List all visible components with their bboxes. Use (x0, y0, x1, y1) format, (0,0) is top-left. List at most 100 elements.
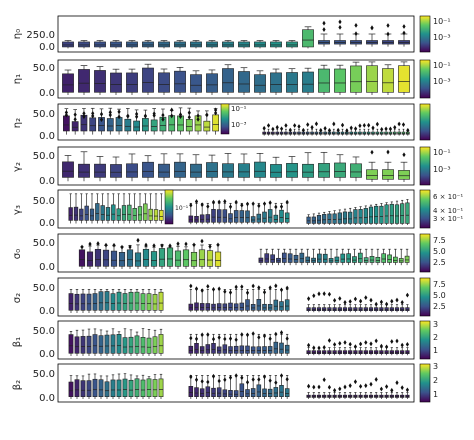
box (327, 213, 332, 224)
outlier-marker (251, 331, 255, 337)
outlier-marker (268, 200, 272, 206)
box (381, 253, 387, 263)
outlier-marker (245, 332, 250, 338)
box (348, 211, 353, 224)
box (94, 248, 102, 267)
outlier-marker (234, 337, 238, 343)
box (146, 293, 152, 311)
outlier-marker (317, 384, 321, 390)
outlier-marker (402, 152, 406, 158)
box (293, 254, 299, 263)
outlier-marker (322, 291, 326, 297)
box (318, 68, 330, 93)
box (286, 163, 298, 178)
box (256, 299, 262, 311)
cbar-tick-label: 7.5 (433, 280, 446, 289)
box (211, 303, 216, 311)
outlier-marker (200, 238, 204, 244)
colorbar (419, 320, 431, 360)
box (116, 334, 122, 354)
ytick-label: 250.0 (26, 30, 55, 41)
outlier-marker (317, 345, 321, 351)
box (270, 72, 282, 93)
inset-cbar-tick-label: 10⁻¹ (231, 105, 247, 113)
outlier-marker (307, 383, 311, 389)
outlier-marker (405, 292, 409, 298)
box (158, 41, 170, 48)
outlier-marker (374, 301, 378, 307)
box (80, 336, 86, 354)
axes-frame (57, 233, 415, 273)
box (126, 72, 138, 93)
cbar-tick-label: 1 (433, 390, 438, 399)
box (281, 252, 287, 263)
box (174, 41, 186, 48)
box (332, 213, 337, 224)
box (245, 389, 250, 397)
outlier-marker (397, 121, 401, 127)
outlier-marker (319, 127, 323, 133)
outlier-marker (251, 377, 255, 382)
box (382, 169, 394, 180)
outlier-marker (274, 204, 278, 210)
outlier-marker (136, 237, 140, 243)
outlier-marker (194, 286, 199, 292)
colorbar (419, 146, 431, 186)
box (398, 40, 410, 45)
outlier-marker (374, 338, 378, 344)
box (104, 291, 110, 311)
cbar-tick-label: 1 (433, 346, 438, 355)
outlier-marker (234, 284, 238, 290)
box (110, 164, 122, 178)
box (194, 343, 199, 354)
ytick-label: 50.0 (33, 283, 55, 294)
outlier-marker (310, 124, 314, 130)
outlier-marker (354, 22, 358, 28)
box (86, 380, 92, 397)
outlier-marker (369, 297, 373, 303)
outlier-marker (251, 201, 255, 207)
outlier-marker (228, 290, 233, 295)
box (102, 249, 110, 267)
outlier-marker (80, 244, 84, 250)
box (393, 256, 398, 263)
box (110, 250, 118, 267)
colorbar (419, 15, 431, 53)
box (104, 334, 110, 354)
outlier-marker (88, 241, 92, 247)
box (124, 118, 132, 132)
box (267, 209, 273, 223)
ytick-label: 0.0 (39, 131, 55, 142)
ytick-label: 0.0 (39, 306, 55, 317)
outlier-marker (379, 343, 383, 349)
box (228, 213, 233, 223)
cbar-tick-label: 2.5 (433, 258, 446, 267)
box (306, 216, 311, 224)
cbar-tick-label: 5.0 (433, 247, 446, 256)
box (262, 211, 267, 223)
box (134, 291, 140, 311)
outlier-marker (228, 204, 233, 210)
box (86, 251, 94, 267)
box (62, 73, 74, 93)
cbar-tick-label: 6 × 10⁻¹ (433, 193, 463, 201)
box (115, 117, 123, 132)
outlier-marker (117, 114, 121, 120)
box (254, 41, 266, 48)
outlier-marker (338, 340, 342, 346)
colorbar (419, 59, 431, 99)
box (284, 344, 290, 354)
box (199, 214, 205, 223)
box (222, 209, 228, 223)
outlier-marker (128, 244, 132, 250)
outlier-marker (104, 242, 108, 248)
box (126, 249, 134, 267)
colorbar (419, 233, 431, 273)
outlier-marker (364, 295, 368, 301)
boxes-eta0 (62, 19, 410, 49)
outlier-marker (144, 242, 148, 248)
box (142, 248, 150, 267)
box (86, 293, 92, 311)
box (270, 164, 282, 178)
box (174, 161, 186, 178)
